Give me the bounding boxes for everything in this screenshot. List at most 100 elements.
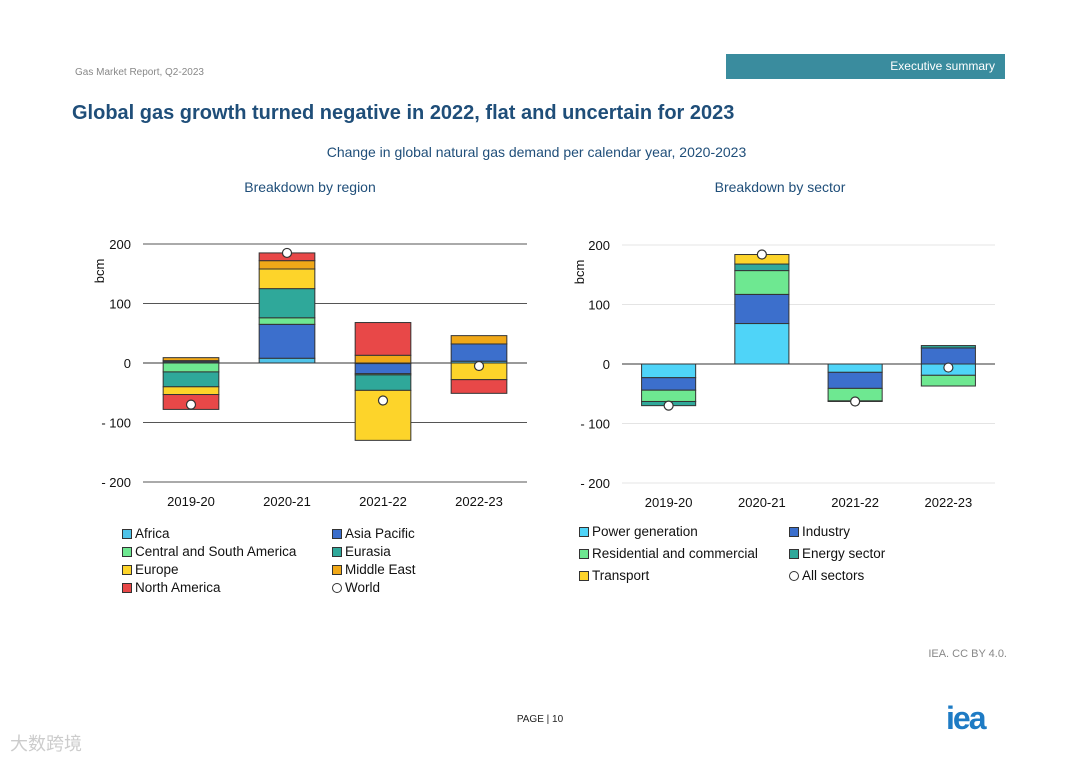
total-marker: [850, 396, 861, 407]
bar-segment-industry: [920, 347, 976, 365]
legend-swatch: [332, 582, 342, 593]
section-label: Executive summary: [726, 54, 1005, 79]
legend-swatch: [122, 528, 132, 539]
y-tick-label: - 100: [101, 416, 131, 431]
legend-item: North America: [122, 579, 332, 596]
bar-segment-eurasia: [162, 371, 220, 388]
bar-segment-eurasia: [354, 374, 412, 391]
legend-swatch: [579, 548, 589, 559]
total-marker: [756, 249, 767, 260]
legend-swatch: [122, 582, 132, 593]
y-tick-label: - 100: [580, 417, 610, 432]
legend-item: Central and South America: [122, 543, 332, 560]
y-tick-label: 0: [124, 356, 131, 371]
legend-label: North America: [135, 580, 221, 595]
legend-label: Asia Pacific: [345, 526, 415, 541]
bar-segment-africa: [258, 357, 316, 364]
legend-swatch: [789, 526, 799, 537]
legend-item: All sectors: [789, 567, 989, 584]
total-marker: [377, 395, 389, 406]
bar-segment-power-generation: [734, 323, 790, 365]
y-tick-label: 200: [109, 237, 131, 252]
legend-item: Africa: [122, 525, 332, 542]
total-marker: [663, 400, 674, 411]
y-tick-label: 100: [588, 298, 610, 313]
bar-segment-central-and-south-america: [258, 317, 316, 325]
chart-subtitle: Change in global natural gas demand per …: [326, 144, 747, 160]
x-tick-label: 2020-21: [738, 495, 786, 510]
legend-label: Africa: [135, 526, 170, 541]
legend-label: Transport: [592, 568, 650, 583]
bar-segment-residential-and-commercial: [641, 389, 697, 402]
bar-segment-residential-and-commercial: [920, 374, 976, 387]
legend-swatch: [579, 570, 589, 581]
legend-item: Power generation: [579, 523, 789, 540]
bar-segment-middle-east: [354, 354, 412, 364]
x-tick-label: 2019-20: [645, 495, 693, 510]
legend-label: Europe: [135, 562, 179, 577]
total-marker: [943, 362, 954, 373]
bar-segment-eurasia: [258, 288, 316, 319]
legend-label: Eurasia: [345, 544, 391, 559]
x-tick-label: 2022-23: [925, 495, 973, 510]
x-tick-label: 2020-21: [263, 494, 311, 509]
x-tick-label: 2021-22: [359, 494, 407, 509]
report-name: Gas Market Report, Q2-2023: [75, 67, 204, 78]
bar-segment-asia-pacific: [258, 323, 316, 359]
watermark: 大数跨境: [10, 734, 82, 754]
y-tick-label: - 200: [101, 475, 131, 490]
legend-label: Central and South America: [135, 544, 297, 559]
page-number: PAGE | 10: [516, 714, 564, 725]
legend-swatch: [332, 528, 342, 539]
bar-segment-europe: [258, 268, 316, 290]
bar-segment-power-generation: [641, 363, 697, 379]
bar-segment-power-generation: [827, 363, 883, 373]
page-title: Global gas growth turned negative in 202…: [72, 102, 735, 124]
total-marker: [473, 360, 485, 372]
legend-item: Asia Pacific: [332, 525, 532, 542]
source-note: IEA. CC BY 4.0.: [928, 648, 1007, 660]
bar-segment-middle-east: [450, 335, 508, 345]
legend-label: All sectors: [802, 568, 865, 583]
region-chart-title: Breakdown by region: [244, 179, 376, 195]
x-tick-label: 2022-23: [455, 494, 503, 509]
bar-segment-middle-east: [162, 357, 220, 362]
legend-label: Residential and commercial: [592, 546, 758, 561]
legend-item: Residential and commercial: [579, 545, 789, 562]
sector-chart-title: Breakdown by sector: [714, 179, 846, 195]
bar-segment-energy-sector: [734, 263, 790, 272]
legend-label: Power generation: [592, 524, 698, 539]
bar-segment-europe: [162, 386, 220, 396]
legend-item: Middle East: [332, 561, 532, 578]
legend-item: Europe: [122, 561, 332, 578]
bar-segment-industry: [827, 371, 883, 389]
legend-item: Industry: [789, 523, 989, 540]
y-tick-label: 0: [603, 357, 610, 372]
bar-segment-asia-pacific: [354, 363, 412, 375]
bar-segment-north-america: [450, 379, 508, 394]
legend-label: World: [345, 580, 381, 595]
legend-swatch: [122, 564, 132, 575]
legend-item: Transport: [579, 567, 789, 584]
legend-item: World: [332, 579, 532, 596]
bar-segment-industry: [641, 377, 697, 391]
legend-swatch: [579, 526, 589, 537]
bar-segment-energy-sector: [920, 345, 976, 349]
bar-segment-middle-east: [258, 260, 316, 270]
total-marker: [281, 247, 293, 259]
legend-swatch: [332, 564, 342, 575]
legend-label: Industry: [802, 524, 851, 539]
legend-label: Middle East: [345, 562, 416, 577]
x-tick-label: 2019-20: [167, 494, 215, 509]
legend-item: Eurasia: [332, 543, 532, 560]
bar-segment-residential-and-commercial: [734, 270, 790, 295]
bar-segment-industry: [734, 293, 790, 325]
region-legend: Africa Asia Pacific Central and South Amer…: [122, 525, 532, 596]
y-tick-label: - 200: [580, 476, 610, 491]
bar-segment-central-and-south-america: [162, 362, 220, 373]
y-axis-label: bcm: [572, 260, 587, 285]
sector-legend: Power generation Industry Residential and …: [579, 523, 989, 584]
legend-swatch: [789, 548, 799, 559]
y-tick-label: 100: [109, 297, 131, 312]
